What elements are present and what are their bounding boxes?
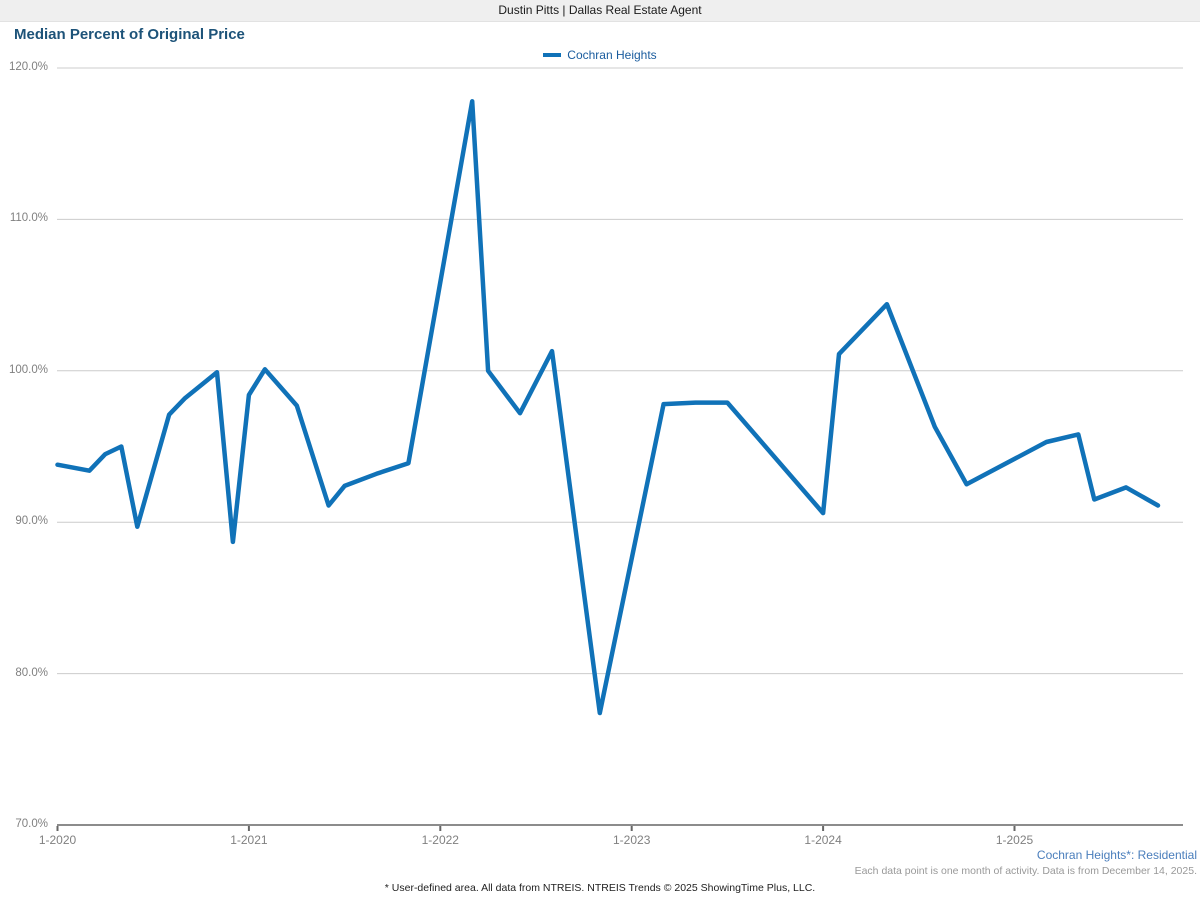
header-title: Dustin Pitts | Dallas Real Estate Agent: [498, 3, 702, 17]
page-title: Median Percent of Original Price: [14, 26, 245, 43]
series-line-cochran-heights: [55, 99, 1161, 716]
legend-line-swatch: [543, 53, 562, 57]
chart-legend: Cochran Heights: [0, 47, 1200, 63]
footer-series-note: Cochran Heights*: Residential: [1036, 848, 1197, 862]
footer-attribution: * User-defined area. All data from NTREI…: [384, 882, 816, 894]
legend-series-label: Cochran Heights: [567, 48, 657, 62]
header-bar: Dustin Pitts | Dallas Real Estate Agent: [0, 0, 1200, 22]
footer-data-note: Each data point is one month of activity…: [854, 865, 1197, 877]
